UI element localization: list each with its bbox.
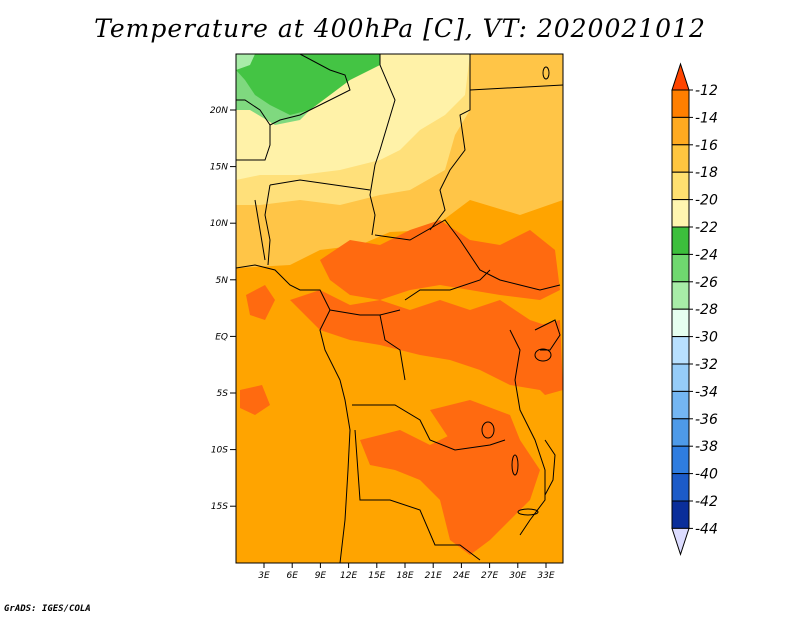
colorbar: -12 -14 -16 -18 -20 -22 -24 -26 -28 -30 -32 -34 -36 -…: [671, 62, 718, 557]
colorbar-box: [671, 363, 690, 392]
colorbar-label: -36: [695, 412, 718, 428]
lat-label: 15S: [211, 502, 228, 512]
band-green: [236, 54, 380, 115]
colorbar-label: -24: [695, 247, 718, 263]
colorbar-label: -16: [695, 138, 718, 154]
map-panel: [235, 53, 564, 564]
map-frame: [235, 53, 564, 564]
colorbar-box: [671, 390, 690, 420]
lon-label: 9E: [315, 571, 327, 581]
lon-label: 27E: [481, 571, 498, 581]
colorbar-bottom-arrow: [671, 527, 690, 557]
colorbar-box: [671, 281, 690, 310]
colorbar-box: [671, 473, 690, 502]
colorbar-box: [671, 500, 690, 529]
colorbar-box: [671, 226, 690, 255]
lat-label: 20N: [210, 106, 228, 116]
colorbar-label: -18: [695, 165, 718, 181]
lakes: [481, 66, 552, 516]
lat-label: 5N: [216, 276, 229, 286]
colorbar-box: [671, 445, 690, 475]
warm-patch-4: [430, 400, 520, 445]
colorbar-label: -30: [695, 330, 718, 346]
lon-label: 15E: [368, 571, 385, 581]
lat-label: 10N: [210, 219, 228, 229]
borders: [236, 54, 563, 563]
colorbar-box: [671, 171, 690, 201]
colorbar-label: -34: [695, 384, 718, 400]
lon-label: 6E: [286, 571, 298, 581]
colorbar-top-arrow: [671, 62, 690, 91]
colorbar-label: -12: [695, 83, 718, 99]
colorbar-label: -28: [695, 302, 718, 318]
warm-patch-7: [520, 320, 563, 395]
colorbar-box: [671, 89, 690, 118]
colorbar-label: -40: [695, 467, 718, 483]
colorbar-box: [671, 116, 690, 146]
colorbar-label: -42: [695, 494, 718, 510]
lon-label: 24E: [453, 571, 470, 581]
lon-label: 18E: [396, 571, 413, 581]
colorbar-box: [671, 308, 690, 338]
colorbar-box: [671, 336, 690, 365]
latitude-axis: 20N 15N 10N 5N EQ 5S 10S 15S: [210, 106, 236, 512]
colorbar-label: -26: [695, 275, 718, 291]
colorbar-label: -20: [695, 193, 718, 209]
lat-label: 10S: [211, 446, 228, 456]
colorbar-label: -14: [695, 110, 718, 126]
colorbar-box: [671, 253, 690, 283]
colorbar-box: [671, 418, 690, 447]
grads-credit: GrADS: IGES/COLA: [4, 604, 91, 614]
warm-patch-6: [240, 385, 270, 415]
warm-patch-3: [360, 425, 540, 555]
lon-label: 12E: [340, 571, 357, 581]
chart-title: Temperature at 400hPa [C], VT: 202002101…: [94, 14, 706, 43]
colorbar-label: -32: [695, 357, 718, 373]
lon-label: 3E: [258, 571, 270, 581]
band-light-green-top: [236, 54, 255, 70]
colorbar-box: [671, 199, 690, 228]
colorbar-label: -44: [695, 521, 718, 537]
warm-patch-5: [246, 285, 275, 320]
lat-label: 15N: [210, 163, 228, 173]
lon-label: 30E: [509, 571, 526, 581]
colorbar-box: [671, 144, 690, 173]
colorbar-label: -22: [695, 220, 718, 236]
longitude-axis: 3E 6E 9E 12E 15E 18E 21E 24E 27E 30E 33E: [258, 563, 555, 581]
lon-label: 21E: [425, 571, 442, 581]
colorbar-label: -38: [695, 439, 718, 455]
lat-label: EQ: [215, 332, 228, 342]
lon-label: 33E: [537, 571, 554, 581]
lat-label: 5S: [217, 389, 229, 399]
